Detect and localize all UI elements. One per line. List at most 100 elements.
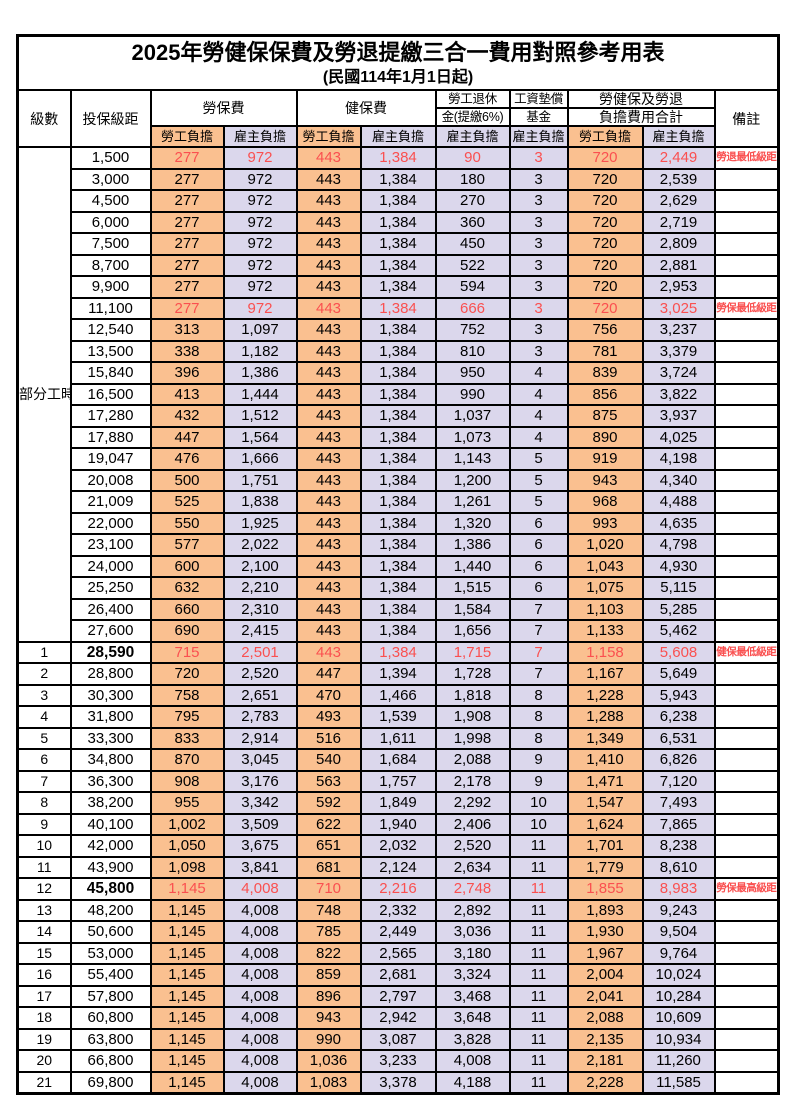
cell-pension-employer: 1,320 [434,511,511,535]
cell-health-employee: 443 [295,339,362,363]
cell-labor-employer: 972 [222,210,298,234]
cell-health-employee: 443 [295,232,362,256]
cell-health-employee: 592 [295,791,362,815]
cell-wage-fund-employer: 11 [508,877,569,901]
subheader-total-employee: 勞工負擔 [566,125,644,148]
cell-total-employee: 1,547 [566,791,644,815]
table-row: 15 53,000 1,145 4,008 822 2,565 3,180 11 1,967 9,… [16,941,780,965]
cell-labor-employer: 3,675 [222,834,298,858]
cell-bracket: 23,100 [69,533,152,557]
cell-health-employee: 443 [295,404,362,428]
cell-pension-employer: 1,656 [434,619,511,643]
cell-total-employer: 5,115 [641,576,716,600]
table-row: 2 28,800 720 2,520 447 1,394 1,728 7 1,167 5,649 [16,662,780,686]
cell-bracket: 4,500 [69,189,152,213]
table-row: 7 36,300 908 3,176 563 1,757 2,178 9 1,471 7,120 [16,769,780,793]
cell-bracket: 33,300 [69,726,152,750]
cell-labor-employer: 4,008 [222,920,298,944]
table-subtitle: (民國114年1月1日起) [322,69,474,86]
cell-labor-employee: 277 [149,232,225,256]
cell-health-employer: 1,384 [359,361,437,385]
cell-labor-employee: 432 [149,404,225,428]
title-row: 2025年勞健保保費及勞退提繳三合一費用對照參考用表 (民國114年1月1日起) [16,34,780,91]
table-row: 部分工時 1,500 277 972 443 1,384 90 3 720 2,449 勞退最低級距 [16,146,780,643]
cell-total-employee: 1,133 [566,619,644,643]
cell-wage-fund-employer: 11 [508,984,569,1008]
cell-level: 10 [16,834,72,858]
cell-bracket: 1,500 [69,146,152,170]
table-body: 部分工時 1,500 277 972 443 1,384 90 3 720 2,449 勞退最低級距… [16,146,780,1095]
cell-total-employee: 720 [566,232,644,256]
cell-labor-employee: 715 [149,640,225,664]
cell-total-employee: 1,967 [566,941,644,965]
subheader-labor-employer: 雇主負擔 [222,125,298,148]
cell-labor-employer: 1,386 [222,361,298,385]
cell-health-employee: 470 [295,683,362,707]
col-header-pension-line2: 金(提繳6%) [434,107,511,127]
cell-bracket: 43,900 [69,855,152,879]
table-row: 4 31,800 795 2,783 493 1,539 1,908 8 1,288 6,238 [16,705,780,729]
cell-health-employer: 1,384 [359,296,437,320]
cell-total-employer: 4,930 [641,554,716,578]
cell-remark [713,791,780,815]
cell-total-employee: 756 [566,318,644,342]
cell-total-employer: 10,284 [641,984,716,1008]
cell-total-employee: 1,410 [566,748,644,772]
cell-labor-employer: 2,210 [222,576,298,600]
cell-wage-fund-employer: 4 [508,382,569,406]
cell-wage-fund-employer: 5 [508,468,569,492]
cell-total-employer: 2,809 [641,232,716,256]
cell-wage-fund-employer: 6 [508,511,569,535]
cell-wage-fund-employer: 6 [508,576,569,600]
cell-wage-fund-employer: 5 [508,447,569,471]
cell-pension-employer: 2,406 [434,812,511,836]
cell-wage-fund-employer: 11 [508,1027,569,1051]
cell-labor-employee: 1,050 [149,834,225,858]
cell-health-employer: 2,216 [359,877,437,901]
cell-total-employee: 1,349 [566,726,644,750]
cell-health-employer: 2,681 [359,963,437,987]
cell-bracket: 15,840 [69,361,152,385]
table-row: 6 34,800 870 3,045 540 1,684 2,088 9 1,410 6,826 [16,748,780,772]
cell-total-employer: 9,504 [641,920,716,944]
cell-total-employer: 3,724 [641,361,716,385]
cell-pension-employer: 90 [434,146,511,170]
cell-health-employer: 3,087 [359,1027,437,1051]
cell-wage-fund-employer: 3 [508,167,569,191]
cell-wage-fund-employer: 10 [508,812,569,836]
cell-wage-fund-employer: 10 [508,791,569,815]
cell-labor-employee: 338 [149,339,225,363]
cell-labor-employee: 277 [149,275,225,299]
table-title: 2025年勞健保保費及勞退提繳三合一費用對照參考用表 [131,40,665,65]
cell-wage-fund-employer: 11 [508,1049,569,1073]
cell-total-employee: 919 [566,447,644,471]
cell-wage-fund-employer: 11 [508,855,569,879]
cell-labor-employee: 277 [149,296,225,320]
table-row: 21 69,800 1,145 4,008 1,083 3,378 4,188 11 2,228… [16,1070,780,1095]
cell-pension-employer: 2,292 [434,791,511,815]
table-row: 21,009 525 1,838 443 1,384 1,261 5 968 4,488 [18,490,780,514]
cell-level: 19 [16,1027,72,1051]
cell-health-employer: 1,466 [359,683,437,707]
cell-bracket: 27,600 [69,619,152,643]
cell-pension-employer: 594 [434,275,511,299]
cell-total-employee: 2,228 [566,1070,644,1095]
cell-health-employer: 1,757 [359,769,437,793]
cell-remark [713,920,780,944]
cell-bracket: 22,000 [69,511,152,535]
cell-wage-fund-employer: 3 [508,232,569,256]
col-header-wage-fund-line1: 工資墊償 [508,89,569,109]
cell-bracket: 17,880 [69,425,152,449]
cell-labor-employer: 2,022 [222,533,298,557]
cell-labor-employee: 277 [149,253,225,277]
cell-bracket: 24,000 [69,554,152,578]
cell-pension-employer: 3,648 [434,1006,511,1030]
col-header-total-line1: 勞健保及勞退 [566,89,716,109]
cell-health-employer: 1,384 [359,640,437,664]
cell-bracket: 30,300 [69,683,152,707]
cell-pension-employer: 990 [434,382,511,406]
cell-total-employee: 875 [566,404,644,428]
cell-bracket: 53,000 [69,941,152,965]
table-row: 19 63,800 1,145 4,008 990 3,087 3,828 11 2,135 10… [16,1027,780,1051]
cell-pension-employer: 1,143 [434,447,511,471]
